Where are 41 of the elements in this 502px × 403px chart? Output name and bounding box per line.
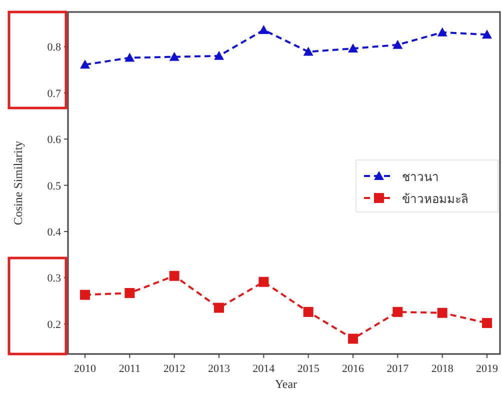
point (214, 302, 224, 313)
point (392, 40, 403, 49)
point (214, 50, 224, 60)
y-tick-label: 0.7 (47, 88, 62, 100)
x-tick-label: 2019 (476, 363, 498, 375)
y-tick-label: 0.4 (47, 226, 62, 239)
x-tick-label: 2016 (342, 363, 364, 375)
y-tick-label: 0.2 (47, 318, 61, 331)
legend-label: ข้าวหอมมะลิ (402, 192, 468, 206)
x-tick-label: 2015 (297, 363, 320, 375)
x-tick-label: 2018 (431, 363, 454, 375)
point (482, 30, 492, 39)
y-tick-label: 0.8 (47, 42, 62, 54)
x-axis-title: Year (274, 377, 298, 391)
legend-label: ชาวนา (402, 170, 439, 184)
x-tick-label: 2010 (74, 363, 96, 375)
x-tick-label: 2011 (118, 363, 140, 375)
point (303, 46, 314, 56)
point (437, 27, 448, 36)
point (169, 270, 180, 281)
point (392, 306, 403, 317)
y-tick-label: 0.6 (47, 134, 62, 146)
point (124, 288, 135, 298)
point (437, 308, 448, 318)
point (80, 60, 90, 69)
x-tick-label: 2017 (386, 363, 410, 375)
point (258, 276, 269, 287)
y-tick-label: 0.5 (47, 180, 62, 192)
y-axis-title: Cosine Similarity (11, 140, 25, 226)
point (80, 290, 90, 300)
y-tick-label: 0.3 (47, 272, 62, 285)
point (124, 52, 135, 62)
x-tick-label: 2012 (163, 363, 186, 375)
point (303, 306, 314, 317)
point (348, 44, 358, 53)
point (482, 318, 492, 328)
x-tick-label: 2014 (252, 363, 276, 375)
point (348, 334, 358, 344)
point (169, 52, 180, 61)
point (258, 25, 269, 34)
x-tick-label: 2013 (208, 363, 230, 375)
